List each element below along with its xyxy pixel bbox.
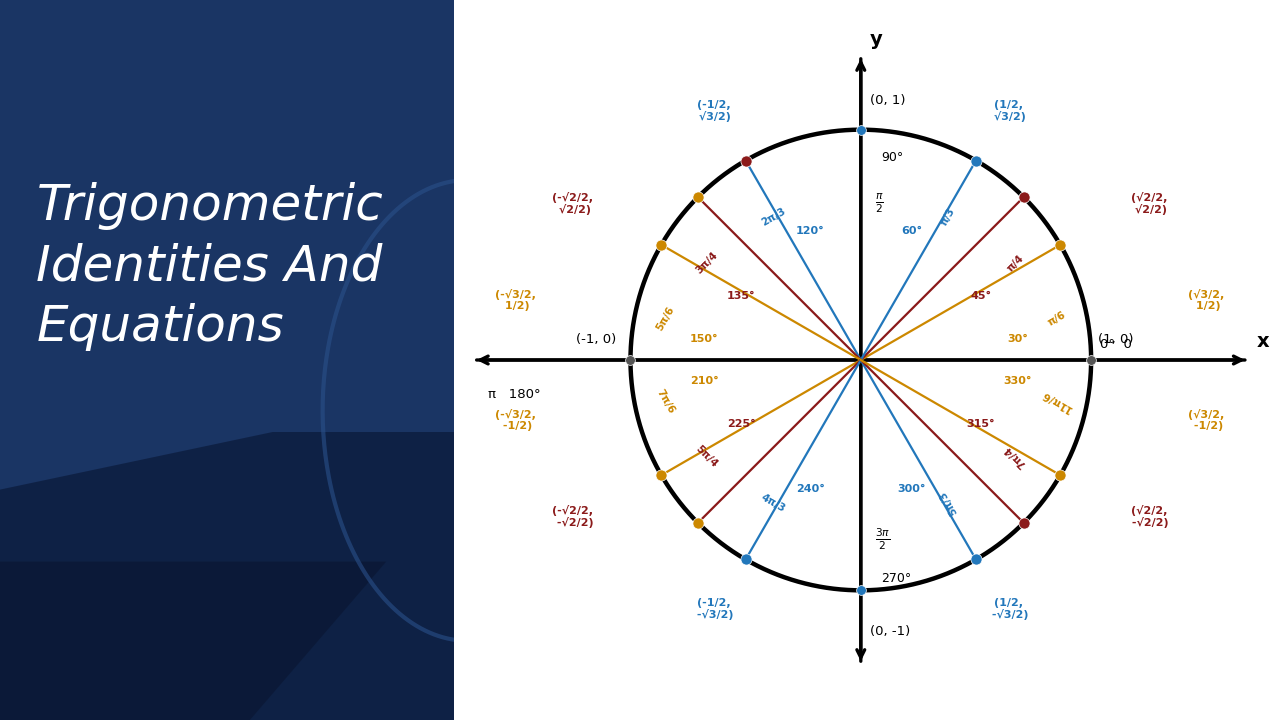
- Polygon shape: [0, 432, 454, 720]
- Text: (-√3/2,
 -1/2): (-√3/2, -1/2): [495, 409, 536, 431]
- Text: 240°: 240°: [796, 484, 824, 494]
- Text: 45°: 45°: [970, 290, 991, 300]
- Text: (-√2/2,
 √2/2): (-√2/2, √2/2): [553, 192, 594, 215]
- Text: 225°: 225°: [727, 420, 755, 430]
- Text: π/4: π/4: [1005, 253, 1025, 274]
- Text: π/3: π/3: [940, 207, 957, 228]
- Text: (-√3/2,
 1/2): (-√3/2, 1/2): [495, 289, 536, 311]
- Text: (0, -1): (0, -1): [870, 625, 910, 638]
- Text: 7π/4: 7π/4: [1002, 444, 1028, 469]
- Text: $\frac{3\pi}{2}$: $\frac{3\pi}{2}$: [874, 527, 890, 552]
- Text: 150°: 150°: [690, 334, 718, 344]
- Text: y: y: [870, 30, 883, 49]
- Text: Trigonometric
Identities And
Equations: Trigonometric Identities And Equations: [36, 182, 383, 351]
- Text: 120°: 120°: [796, 226, 824, 236]
- Text: π   180°: π 180°: [488, 387, 540, 400]
- Text: (-1, 0): (-1, 0): [576, 333, 617, 346]
- Text: (1, 0): (1, 0): [1098, 333, 1134, 346]
- Text: (1/2,
 √3/2): (1/2, √3/2): [991, 100, 1027, 122]
- Text: 2π/3: 2π/3: [759, 206, 787, 228]
- Text: 330°: 330°: [1004, 376, 1032, 386]
- Text: $\frac{\pi}{2}$: $\frac{\pi}{2}$: [874, 192, 883, 215]
- Text: π/6: π/6: [1046, 310, 1068, 328]
- Text: 3π/4: 3π/4: [694, 251, 719, 276]
- Text: 0°  0: 0° 0: [1101, 338, 1133, 351]
- Text: (-√2/2,
 -√2/2): (-√2/2, -√2/2): [553, 505, 594, 528]
- Polygon shape: [0, 562, 387, 720]
- Text: (√3/2,
 -1/2): (√3/2, -1/2): [1188, 409, 1225, 431]
- Text: 4π/3: 4π/3: [759, 492, 787, 514]
- Text: 60°: 60°: [901, 226, 922, 236]
- Text: (√2/2,
 -√2/2): (√2/2, -√2/2): [1129, 505, 1169, 528]
- Text: (-1/2,
 √3/2): (-1/2, √3/2): [695, 100, 731, 122]
- Text: 5π/6: 5π/6: [654, 305, 676, 333]
- Text: 7π/6: 7π/6: [654, 387, 676, 415]
- Text: 315°: 315°: [966, 420, 995, 430]
- Text: (√3/2,
 1/2): (√3/2, 1/2): [1188, 289, 1225, 311]
- Text: (-1/2,
 -√3/2): (-1/2, -√3/2): [694, 598, 733, 620]
- Text: 270°: 270°: [882, 572, 911, 585]
- Text: (1/2,
 -√3/2): (1/2, -√3/2): [988, 598, 1028, 620]
- Text: 135°: 135°: [727, 290, 755, 300]
- Text: 30°: 30°: [1007, 334, 1028, 344]
- Text: 300°: 300°: [897, 484, 925, 494]
- Text: 5π/3: 5π/3: [937, 489, 959, 517]
- Text: 90°: 90°: [882, 151, 904, 164]
- Text: 5π/4: 5π/4: [694, 444, 719, 469]
- Text: x: x: [1257, 332, 1270, 351]
- Text: (0, 1): (0, 1): [870, 94, 905, 107]
- Text: 11π/6: 11π/6: [1039, 389, 1074, 414]
- Text: 210°: 210°: [690, 376, 718, 386]
- Text: (√2/2,
 √2/2): (√2/2, √2/2): [1130, 192, 1167, 215]
